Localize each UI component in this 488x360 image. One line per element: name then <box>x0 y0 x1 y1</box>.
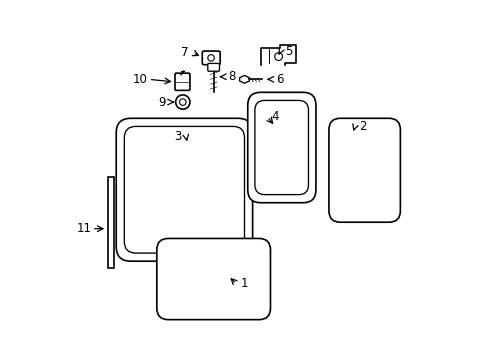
FancyBboxPatch shape <box>202 51 220 65</box>
Text: 11: 11 <box>76 222 91 235</box>
FancyBboxPatch shape <box>247 92 315 203</box>
FancyBboxPatch shape <box>124 126 244 253</box>
Text: 5: 5 <box>284 45 291 58</box>
Text: 8: 8 <box>227 70 235 83</box>
Text: 7: 7 <box>180 46 188 59</box>
Polygon shape <box>239 76 249 83</box>
FancyBboxPatch shape <box>254 100 308 195</box>
Text: 2: 2 <box>359 120 366 133</box>
Bar <box>108 177 114 268</box>
Text: 3: 3 <box>174 130 181 143</box>
Text: 10: 10 <box>133 73 148 86</box>
Text: 9: 9 <box>158 95 165 109</box>
Text: 4: 4 <box>271 110 279 123</box>
FancyBboxPatch shape <box>328 118 400 222</box>
Text: 6: 6 <box>276 73 284 86</box>
FancyBboxPatch shape <box>116 118 252 261</box>
FancyBboxPatch shape <box>175 73 189 90</box>
FancyBboxPatch shape <box>157 238 270 320</box>
Polygon shape <box>260 45 296 65</box>
Text: 1: 1 <box>240 278 248 291</box>
FancyBboxPatch shape <box>207 63 219 71</box>
